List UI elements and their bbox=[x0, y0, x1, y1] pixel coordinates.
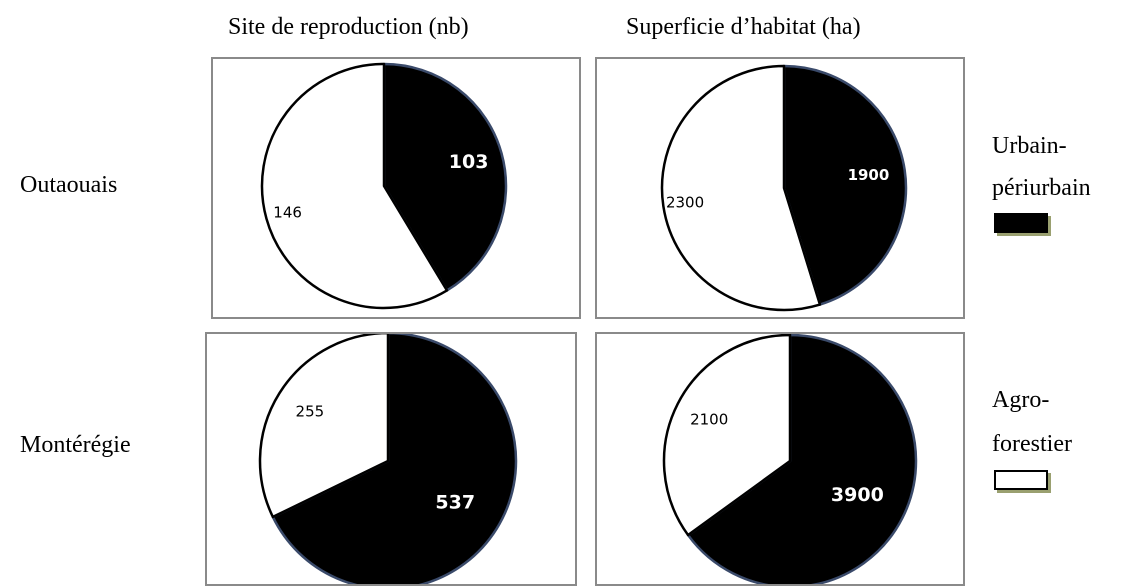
pie-slice-urbain-periurbain bbox=[782, 64, 908, 306]
column-title-sites: Site de reproduction (nb) bbox=[228, 14, 469, 40]
pie-slice-agro-forestier bbox=[260, 62, 449, 310]
pie-data-label-agro-forestier: 146 bbox=[273, 203, 302, 221]
pie-slice-urbain-periurbain bbox=[271, 334, 518, 584]
pie-data-label-urbain-periurbain: 3900 bbox=[831, 484, 884, 506]
pie-slice-urbain-periurbain bbox=[686, 334, 918, 584]
legend-label-urbain-line1: Urbain- bbox=[992, 133, 1067, 159]
legend-label-agro-line2: forestier bbox=[992, 431, 1072, 457]
legend-swatch-urbain bbox=[994, 213, 1048, 233]
pie-chart-monteregie-habitat: 3900 2100 bbox=[595, 332, 965, 586]
legend-label-agro-line1: Agro- bbox=[992, 387, 1050, 413]
pie-data-label-agro-forestier: 2100 bbox=[690, 410, 728, 428]
legend-swatch-agro bbox=[994, 470, 1048, 490]
pie-svg-outaouais-sites: 103 146 bbox=[260, 62, 508, 310]
pie-chart-monteregie-sites: 537 255 bbox=[205, 332, 577, 586]
pie-svg-monteregie-habitat: 3900 2100 bbox=[662, 334, 918, 584]
row-label-outaouais: Outaouais bbox=[20, 172, 118, 198]
pie-data-label-urbain-periurbain: 537 bbox=[435, 492, 475, 514]
pie-data-label-agro-forestier: 2300 bbox=[666, 193, 704, 211]
pie-chart-outaouais-habitat: 1900 2300 bbox=[595, 57, 965, 319]
pie-slice-agro-forestier bbox=[660, 64, 822, 312]
pie-data-label-urbain-periurbain: 103 bbox=[449, 151, 489, 173]
pie-svg-monteregie-sites: 537 255 bbox=[258, 334, 518, 584]
pie-slice-agro-forestier bbox=[662, 334, 792, 537]
pie-data-label-urbain-periurbain: 1900 bbox=[848, 166, 890, 184]
row-label-monteregie: Montérégie bbox=[20, 432, 131, 458]
pie-slice-urbain-periurbain bbox=[382, 62, 508, 292]
pie-chart-outaouais-sites: 103 146 bbox=[211, 57, 581, 319]
pie-svg-outaouais-habitat: 1900 2300 bbox=[660, 64, 908, 312]
pie-data-label-agro-forestier: 255 bbox=[296, 403, 325, 421]
column-title-habitat: Superficie d’habitat (ha) bbox=[626, 14, 861, 40]
pie-slice-agro-forestier bbox=[258, 334, 390, 519]
legend-label-urbain-line2: périurbain bbox=[992, 175, 1091, 201]
